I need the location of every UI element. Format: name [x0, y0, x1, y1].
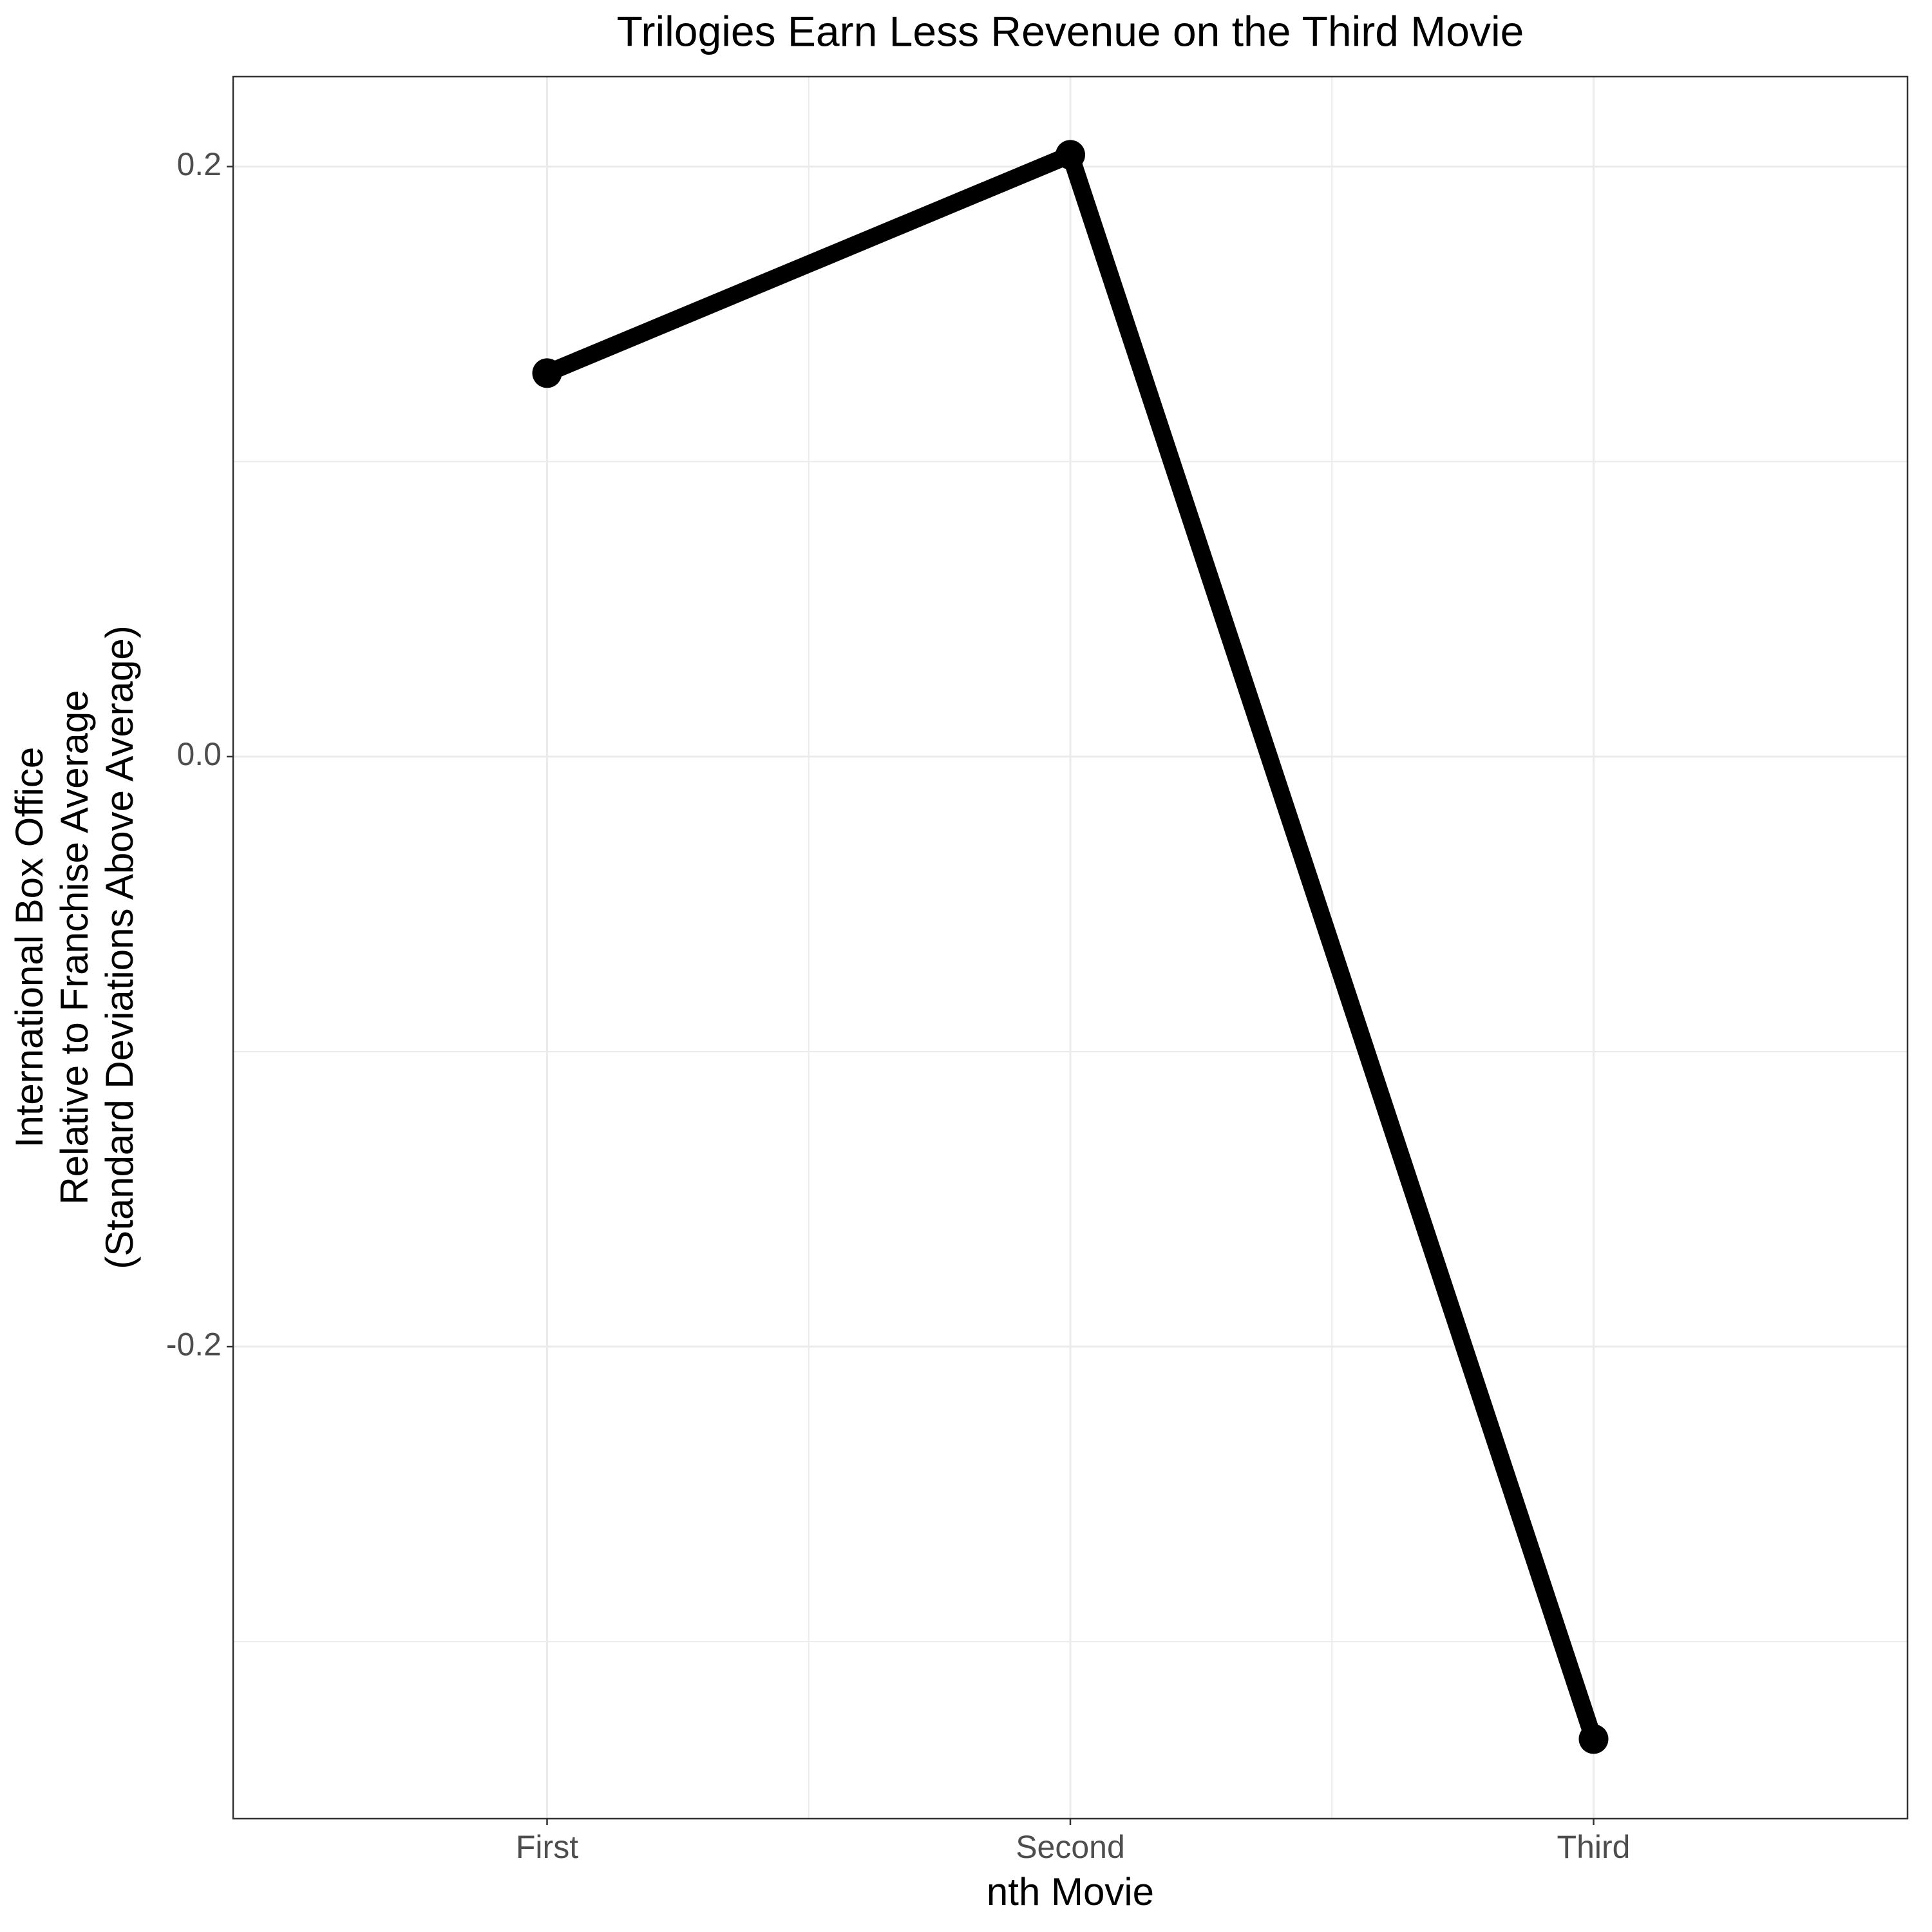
- x-tick-label: Third: [1557, 1829, 1631, 1865]
- x-axis-title: nth Movie: [987, 1870, 1154, 1913]
- plot-border: [232, 75, 1909, 1820]
- y-axis-title-line: International Box Office: [8, 747, 51, 1148]
- chart-title: Trilogies Earn Less Revenue on the Third…: [617, 7, 1524, 55]
- y-axis-title-line: (Standard Deviations Above Average): [98, 625, 141, 1269]
- data-point: [532, 358, 562, 388]
- y-tick-label: -0.2: [166, 1326, 222, 1362]
- y-axis-title: International Box Office Relative to Fra…: [8, 625, 141, 1269]
- data-point: [1056, 140, 1085, 170]
- data-point: [1578, 1724, 1609, 1754]
- x-tick-label: First: [516, 1829, 578, 1865]
- y-axis-title-line: Relative to Franchise Average: [53, 690, 96, 1204]
- x-tick-label: Second: [1016, 1829, 1125, 1865]
- y-tick-label: 0.0: [176, 736, 222, 772]
- y-tick-label: 0.2: [176, 146, 222, 182]
